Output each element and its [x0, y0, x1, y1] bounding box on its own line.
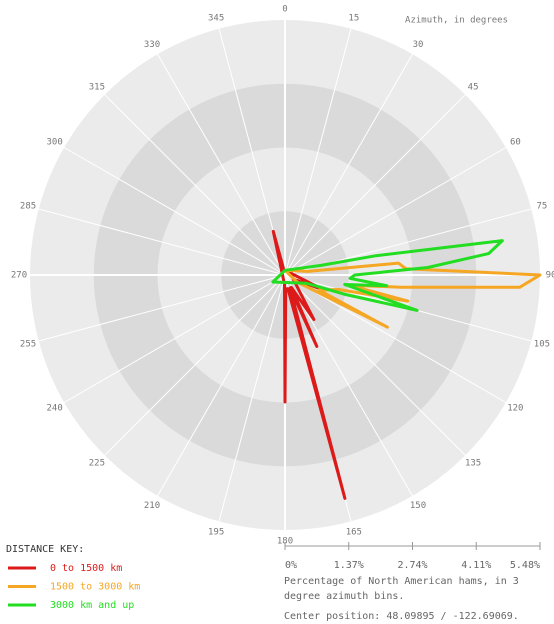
spoke: [284, 28, 352, 276]
center-note: Center position: 48.09895 / -122.69069.: [284, 611, 519, 622]
theta-tick-label: 45: [468, 82, 479, 92]
spoke: [284, 147, 507, 276]
theta-tick-label: 210: [144, 501, 160, 511]
theta-tick-label: 30: [413, 40, 424, 50]
x-axis-label: Percentage of North American hams, in 3 …: [284, 576, 519, 602]
theta-tick-label: 330: [144, 40, 160, 50]
theta-tick-label: 165: [346, 527, 362, 537]
legend-title: DISTANCE KEY:: [6, 544, 84, 555]
spoke: [63, 147, 286, 276]
spoke: [104, 274, 286, 456]
spoke: [218, 274, 286, 522]
spoke: [284, 274, 507, 403]
legend-label: 1500 to 3000 km: [50, 582, 140, 593]
spoke: [284, 274, 466, 456]
theta-tick-label: 225: [89, 459, 105, 469]
r-tick-label: 5.48%: [510, 560, 540, 571]
theta-tick-label: 15: [348, 14, 359, 24]
theta-tick-label: 300: [47, 138, 63, 148]
theta-tick-label: 0: [282, 5, 287, 15]
spoke: [284, 274, 413, 497]
theta-tick-label: 90: [546, 271, 554, 281]
legend-label: 0 to 1500 km: [50, 563, 122, 574]
spoke: [63, 274, 286, 403]
spoke: [157, 274, 286, 497]
theta-tick-label: 345: [208, 14, 224, 24]
spoke: [38, 274, 286, 342]
r-tick-label: 1.37%: [334, 560, 364, 571]
r-tick-label: 2.74%: [397, 560, 427, 571]
theta-tick-label: 75: [537, 202, 548, 212]
r-tick-label: 4.11%: [461, 560, 491, 571]
theta-tick-label: 270: [11, 271, 27, 281]
theta-tick-label: 60: [510, 138, 521, 148]
r-tick-label: 0%: [285, 560, 297, 571]
theta-tick-label: 135: [465, 459, 481, 469]
spoke: [157, 53, 286, 276]
series-line: [271, 239, 504, 312]
theta-tick-label: 180: [277, 537, 293, 547]
theta-tick-label: 105: [534, 339, 550, 349]
theta-axis-label: Azimuth, in degrees: [405, 16, 508, 26]
theta-tick-label: 315: [89, 82, 105, 92]
spoke: [104, 94, 286, 276]
theta-tick-label: 195: [208, 527, 224, 537]
spoke: [38, 208, 286, 276]
spoke: [284, 53, 413, 276]
theta-tick-label: 150: [410, 501, 426, 511]
spoke: [284, 94, 466, 276]
theta-tick-label: 255: [20, 339, 36, 349]
theta-tick-label: 285: [20, 202, 36, 212]
theta-tick-label: 120: [507, 404, 523, 414]
legend-label: 3000 km and up: [50, 600, 134, 611]
theta-tick-label: 240: [47, 404, 63, 414]
